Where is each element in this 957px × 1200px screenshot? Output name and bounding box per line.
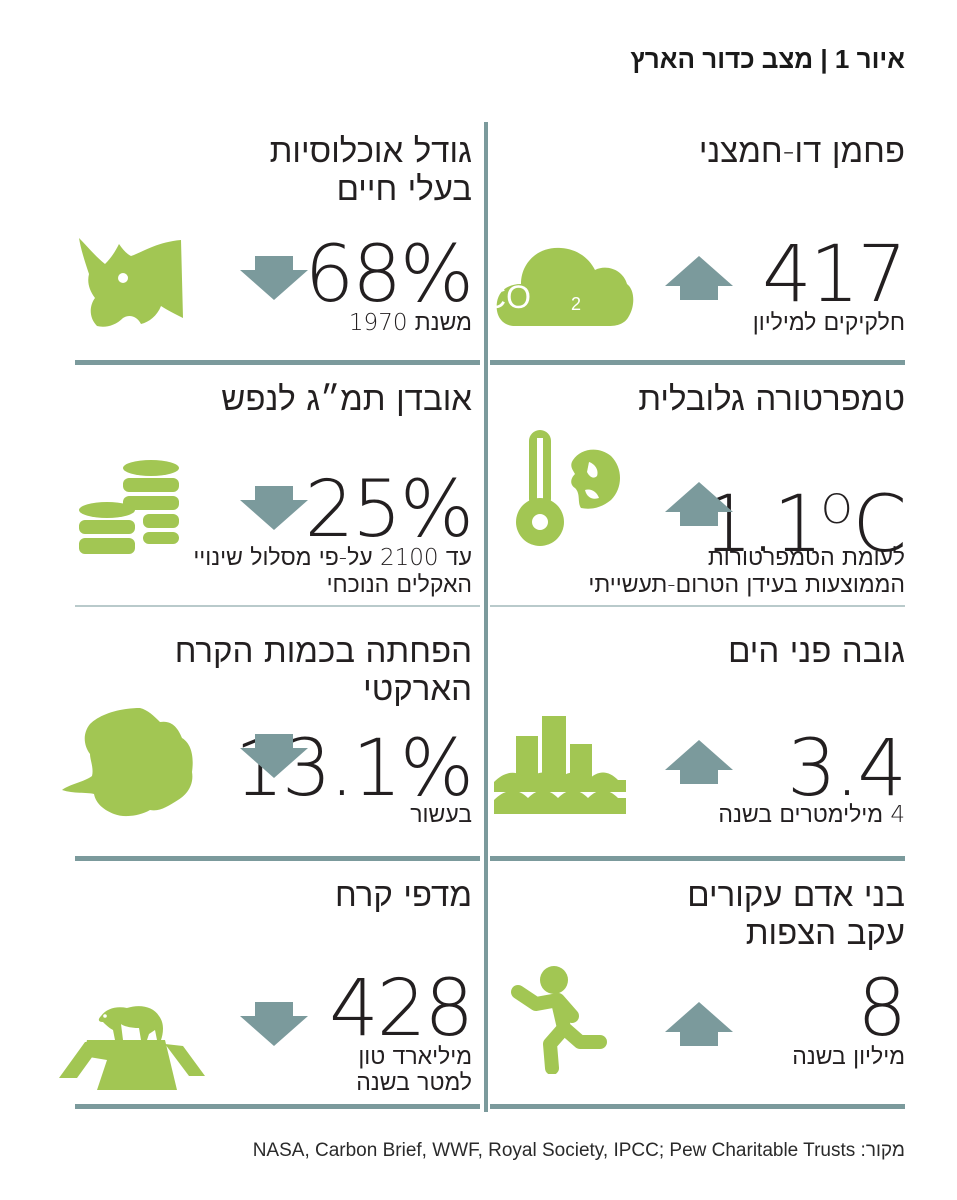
flooded-city-icon: [494, 716, 626, 814]
stat-subtitle: בעשור: [410, 802, 472, 828]
cell-title: אובדן תמ״ג לנפש: [221, 379, 472, 418]
thermometer-globe-icon: [516, 430, 620, 546]
stat-value: 428: [329, 964, 474, 1054]
rhino-icon: [79, 238, 183, 327]
stat-cell-arctic-ice: הפחתה בכמות הקרח הארקטי 13.1% בעשור: [62, 631, 474, 852]
row-divider-2-left: [75, 605, 480, 607]
row-divider-4: [490, 1104, 905, 1109]
stat-value: 417: [762, 230, 907, 320]
cell-title-line1: בני אדם עקורים: [687, 875, 905, 914]
stat-subtitle-line1: מיליארד טון: [358, 1044, 472, 1070]
cell-title: טמפרטורה גלובלית: [638, 379, 905, 418]
cell-title: גובה פני הים: [728, 631, 905, 670]
stat-cell-wildlife: גודל אוכלוסיות בעלי חיים 68% משנת 1970: [72, 131, 474, 357]
running-person-icon: [511, 966, 607, 1074]
cell-title-line1: גודל אוכלוסיות: [269, 131, 472, 170]
stat-subtitle-line1: לעומת הטמפרטורות: [707, 545, 905, 571]
stat-value-unit: C: [852, 480, 907, 570]
stat-cell-temperature: טמפרטורה גלובלית 1.1OC לעומת הטמפרטורות …: [495, 379, 907, 605]
stat-subtitle: חלקיקים למיליון: [752, 310, 905, 336]
coins-icon: [79, 460, 179, 554]
stat-subtitle-line2: האקלים הנוכחי: [326, 572, 472, 598]
stat-value: 3.4: [786, 724, 907, 814]
stat-subtitle-line1: עד 2100 על-פי מסלול שינויי: [193, 545, 472, 571]
arrow-up-icon: [665, 740, 733, 784]
figure-title: איור 1 | מצב כדור הארץ: [630, 44, 905, 74]
row-divider-4-left: [75, 1104, 480, 1109]
stat-subtitle: 4 מילימטרים בשנה: [718, 802, 905, 828]
polar-bear-ice-icon: [59, 1006, 205, 1090]
stat-subtitle: מיליון בשנה: [792, 1044, 905, 1070]
cell-title-line2: בעלי חיים: [336, 169, 472, 208]
arrow-up-icon: [665, 256, 733, 300]
row-divider-1-left: [75, 360, 480, 365]
stat-cell-gdp: אובדן תמ״ג לנפש 25% עד 2100 על-פי מסלול …: [72, 379, 474, 605]
stat-cell-ice-sheets: מדפי קרח 428 מיליארד טון למטר בשנה: [59, 875, 474, 1101]
row-divider-1: [490, 360, 905, 365]
cell-title-line1: הפחתה בכמות הקרח: [174, 631, 472, 670]
cell-title-line2: הארקטי: [363, 669, 472, 708]
row-divider-3: [490, 856, 905, 861]
arrow-down-icon: [240, 734, 308, 778]
stat-subtitle-line2: הממוצעות בעידן הטרום-תעשייתי: [588, 572, 905, 598]
degree-symbol: O: [821, 487, 853, 533]
arrow-down-icon: [240, 256, 308, 300]
cell-title: מדפי קרח: [335, 875, 472, 914]
antarctica-map-icon: [62, 708, 193, 817]
stat-cell-sea-level: גובה פני הים 3.4 4 מילימטרים בשנה: [494, 631, 907, 852]
arrow-up-icon: [665, 482, 733, 526]
stat-value-number: 1.1: [703, 480, 823, 570]
source-label: מקור:: [860, 1140, 905, 1161]
cell-title-line2: עקב הצפות: [745, 913, 905, 952]
stat-value: 8: [857, 964, 907, 1054]
stat-value: 68%: [304, 230, 474, 320]
stat-value: 1.1OC: [703, 465, 907, 570]
svg-text:2: 2: [571, 294, 581, 314]
arrow-down-icon: [240, 486, 308, 530]
vertical-divider: [484, 122, 488, 1112]
row-divider-3-left: [75, 856, 480, 861]
stat-value: 25%: [304, 465, 474, 555]
row-divider-2: [490, 605, 905, 607]
svg-text:CO: CO: [495, 279, 531, 315]
arrow-up-icon: [665, 1002, 733, 1046]
stat-cell-displaced: בני אדם עקורים עקב הצפות 8 מיליון בשנה: [495, 875, 907, 1101]
source-list: NASA, Carbon Brief, WWF, Royal Society, …: [252, 1140, 856, 1161]
stat-subtitle-line2: למטר בשנה: [356, 1070, 472, 1096]
arrow-down-icon: [240, 1002, 308, 1046]
stat-cell-co2: פחמן דו-חמצני 417 חלקיקים למיליון CO 2: [495, 131, 907, 357]
stat-subtitle: משנת 1970: [348, 310, 472, 336]
source-credit: מקור: NASA, Carbon Brief, WWF, Royal Soc…: [253, 1140, 905, 1162]
co2-cloud-icon: CO 2: [495, 247, 634, 326]
cell-title: פחמן דו-חמצני: [698, 131, 905, 170]
